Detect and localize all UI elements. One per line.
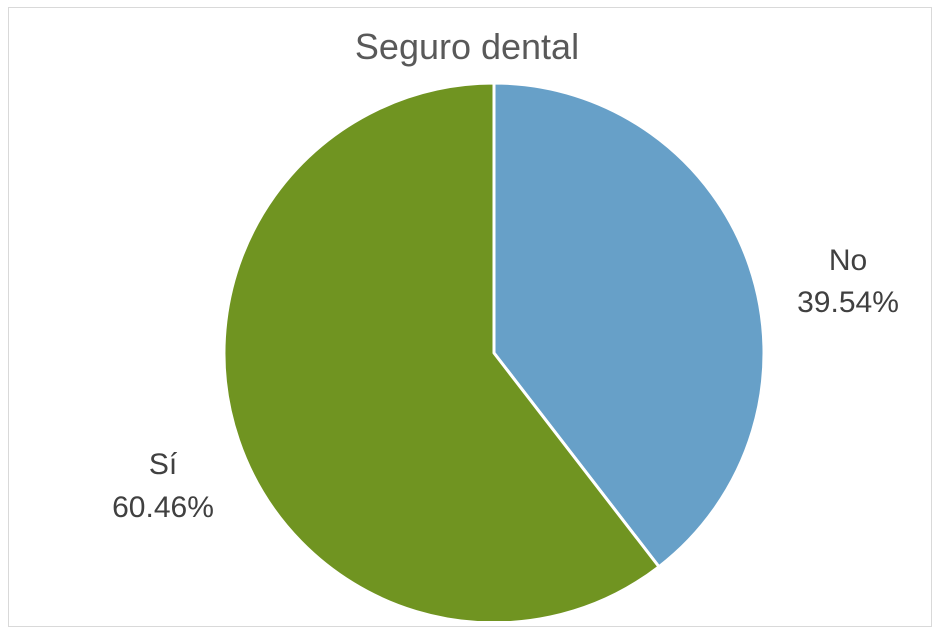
pie-slice-no	[492, 81, 766, 569]
slice-percentage-label: 60.46%	[112, 491, 214, 524]
pie-slices	[222, 81, 766, 621]
pie-slice-si	[222, 81, 661, 621]
slice-percentage-label: 39.54%	[797, 286, 899, 319]
slice-category-label: Sí	[149, 448, 178, 481]
chart-title: Seguro dental	[354, 26, 580, 67]
slice-category-label: No	[829, 244, 867, 277]
pie-labels: No 39.54% Sí 60.46%	[112, 244, 899, 524]
